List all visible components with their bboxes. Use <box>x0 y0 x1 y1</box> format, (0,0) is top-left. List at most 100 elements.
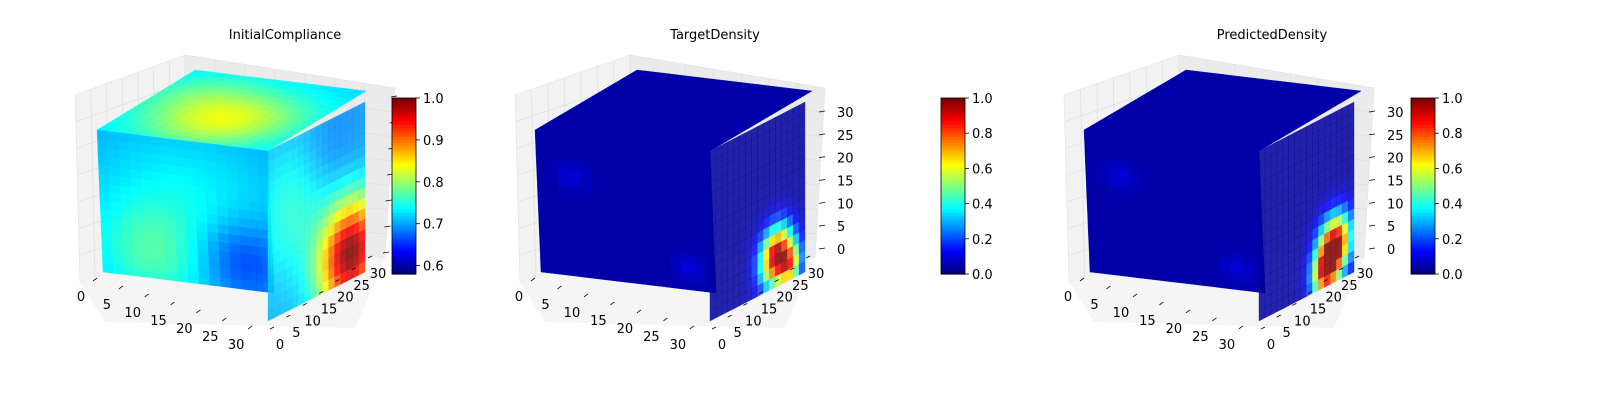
z-tick-mark <box>1368 156 1376 159</box>
voxel-cell <box>594 251 607 263</box>
voxel-cell <box>1174 220 1187 231</box>
colorbar-segment <box>1411 168 1435 172</box>
x-tick-mark <box>689 325 695 330</box>
voxel-cell <box>1109 221 1122 232</box>
voxel-cell <box>1215 154 1228 166</box>
voxel-cell <box>193 150 205 162</box>
voxel-cell <box>1152 217 1165 229</box>
voxel-cell <box>205 187 218 198</box>
voxel-cell <box>679 200 692 211</box>
colorbar-segment <box>941 121 965 125</box>
colorbar-segment <box>392 206 416 211</box>
colorbar-segment <box>1411 174 1435 178</box>
z-tick-mark <box>1368 110 1376 113</box>
colorbar-segment <box>1411 177 1435 181</box>
colorbar-segment <box>392 127 416 131</box>
voxel-cell <box>655 153 668 164</box>
colorbar-tick-label: 0.8 <box>1442 127 1463 142</box>
voxel-cell <box>583 259 596 270</box>
voxel-cell <box>1171 149 1184 160</box>
voxel-cell <box>120 176 132 188</box>
voxel-cell <box>100 209 112 221</box>
voxel-cell <box>581 197 593 208</box>
voxel-cell <box>1226 164 1239 176</box>
voxel-cell <box>239 235 252 247</box>
voxel-cell <box>1087 209 1099 221</box>
voxel-cell <box>140 152 152 164</box>
voxel-cell <box>635 185 647 197</box>
voxel-cell <box>246 157 259 168</box>
colorbar-segment <box>392 124 416 128</box>
voxel-cell <box>612 165 625 177</box>
colorbar-segment <box>392 106 416 111</box>
voxel-cell <box>551 264 564 275</box>
voxel-cell <box>1163 209 1176 221</box>
voxel-cell <box>677 164 690 176</box>
colorbar-segment <box>1411 218 1435 222</box>
voxel-cell <box>615 236 628 248</box>
cube-face-front <box>534 129 717 294</box>
voxel-cell <box>1216 172 1228 183</box>
colorbar-segment <box>392 247 416 252</box>
voxel-cell <box>131 186 143 198</box>
voxel-cell <box>1161 174 1174 186</box>
voxel-cell <box>225 154 237 166</box>
voxel-cell <box>623 158 635 169</box>
voxel-cell <box>579 152 592 164</box>
voxel-cell <box>172 156 184 168</box>
voxel-cell <box>230 269 242 281</box>
colorbar-segment <box>941 262 965 266</box>
voxel-cell <box>681 244 693 256</box>
voxel-cell <box>238 217 251 229</box>
voxel-cell <box>1172 166 1185 178</box>
voxel-cell <box>612 174 625 186</box>
colorbar-segment <box>392 174 416 178</box>
voxel-cell <box>1182 150 1195 162</box>
voxel-cell <box>237 191 250 202</box>
voxel-cell <box>1176 273 1189 285</box>
voxel-cell <box>644 142 656 154</box>
y-tick-label: 30 <box>808 267 825 282</box>
voxel-cell <box>118 132 130 144</box>
voxel-cell <box>143 232 156 244</box>
y-tick-mark <box>1354 255 1360 259</box>
colorbar-segment <box>392 109 416 114</box>
voxel-cell <box>605 261 618 273</box>
voxel-cell <box>217 215 229 226</box>
colorbar-tick-label: 0.9 <box>423 134 444 149</box>
voxel-cell <box>546 139 558 151</box>
voxel-cell <box>225 145 237 157</box>
voxel-cell <box>1230 262 1243 273</box>
voxel-cell <box>1228 217 1241 229</box>
voxel-cell <box>1183 168 1196 179</box>
voxel-cell <box>1193 142 1205 154</box>
colorbar-segment <box>941 238 965 243</box>
cube-face-top <box>96 69 367 152</box>
colorbar-tick-label: 1.0 <box>423 92 444 107</box>
voxel-cell <box>109 175 121 187</box>
voxel-cell <box>660 277 673 289</box>
voxel-cell <box>647 222 660 234</box>
voxel-cell <box>571 231 584 243</box>
voxel-cell <box>570 195 583 207</box>
voxel-cell <box>558 176 571 188</box>
voxel-cell <box>622 140 635 151</box>
voxel-cell <box>1219 252 1232 263</box>
voxel-cell <box>1094 131 1107 142</box>
voxel-cell <box>1127 143 1140 155</box>
voxel-cell <box>102 262 114 274</box>
voxel-cell <box>215 179 228 191</box>
voxel-cell <box>626 229 638 240</box>
colorbar-segment <box>941 133 965 137</box>
colorbar-segment <box>1411 221 1435 225</box>
voxel-cell <box>657 206 670 218</box>
voxel-cell <box>669 234 682 245</box>
voxel-cell <box>612 156 624 168</box>
voxel-cell <box>216 188 228 200</box>
voxel-cell <box>559 194 572 206</box>
colorbar-segment <box>1411 112 1435 117</box>
voxel-cell <box>219 268 232 280</box>
grid-line <box>531 89 537 278</box>
voxel-cell <box>218 232 230 244</box>
